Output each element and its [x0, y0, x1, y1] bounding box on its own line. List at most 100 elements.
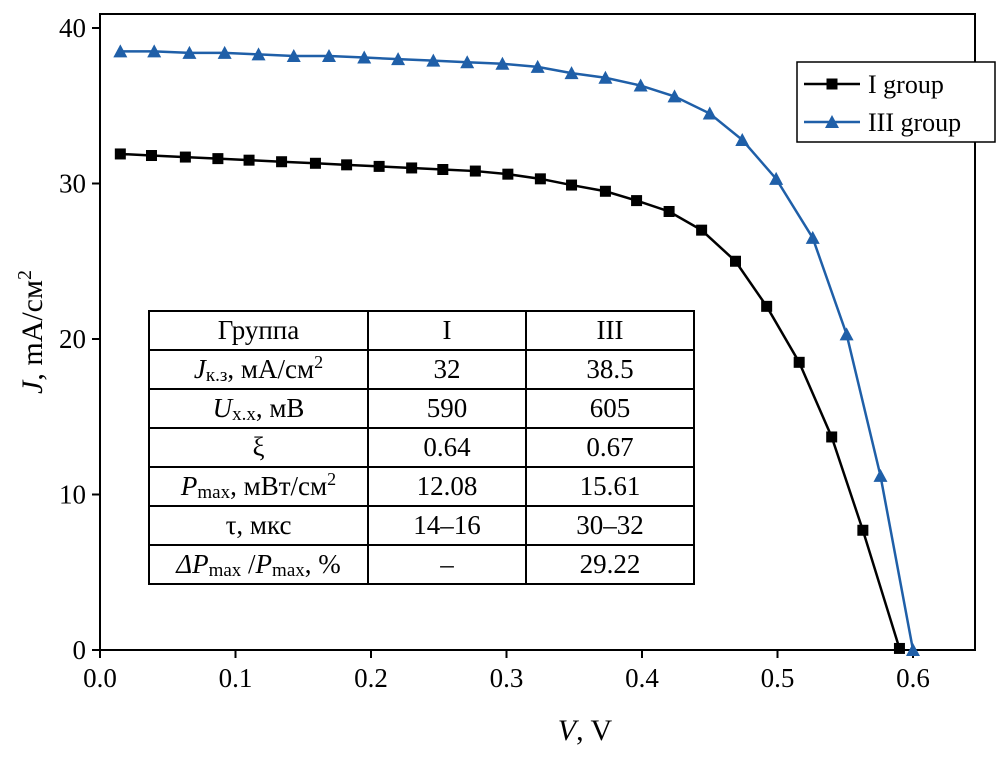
- table-row: Jк.з, мА/см2 32 38.5: [148, 349, 695, 390]
- data-point: [530, 59, 545, 73]
- table-value-I: –: [367, 544, 527, 585]
- param-sym2: P: [255, 549, 273, 579]
- param-sub: х.х: [232, 404, 256, 425]
- data-point: [179, 151, 191, 163]
- table-header-cell: I: [367, 310, 527, 351]
- y-tick-label: 20: [59, 324, 86, 354]
- legend-label: III group: [868, 108, 961, 137]
- param-sub2: max: [272, 560, 305, 581]
- table-param-cell: Pmax, мВт/см2: [148, 466, 369, 507]
- x-tick-label: 0.3: [490, 663, 524, 693]
- data-point: [406, 162, 418, 174]
- data-point: [469, 165, 481, 177]
- x-tick-label: 0.6: [896, 663, 930, 693]
- data-point: [251, 47, 266, 61]
- series-line: [120, 50, 915, 651]
- legend-box: [796, 61, 996, 143]
- table-value-III: 29.22: [525, 544, 695, 585]
- data-point: [598, 70, 613, 84]
- table-value-III: 605: [525, 388, 695, 429]
- table-row: Uх.х, мВ 590 605: [148, 388, 695, 429]
- table-param-cell: ΔPmax /Pmax, %: [148, 544, 369, 585]
- y-axis-label: J, mA/см2: [14, 270, 49, 394]
- data-point: [426, 53, 441, 67]
- data-point: [321, 48, 336, 62]
- data-point: [893, 642, 905, 654]
- x-tick-label: 0.0: [83, 663, 117, 693]
- table-header-cell: Группа: [148, 310, 369, 351]
- param-sup: 2: [327, 469, 337, 489]
- data-point: [805, 230, 820, 244]
- data-point: [391, 52, 406, 66]
- table-value-III: 38.5: [525, 349, 695, 390]
- x-tick-label: 0.1: [219, 663, 253, 693]
- data-point: [373, 160, 385, 172]
- data-point: [702, 106, 717, 120]
- y-tick-label: 30: [59, 169, 86, 199]
- param-rest: ξ: [252, 432, 265, 462]
- param-rest: τ, мкс: [225, 510, 292, 540]
- data-point: [729, 255, 741, 267]
- data-point: [906, 643, 920, 656]
- table-row: τ, мкс 14–16 30–32: [148, 505, 695, 546]
- data-point: [631, 195, 643, 207]
- data-point: [873, 468, 888, 482]
- data-point: [735, 132, 750, 146]
- data-point: [276, 156, 288, 168]
- data-point: [663, 205, 675, 217]
- data-point: [761, 300, 773, 312]
- table-param-cell: τ, мкс: [148, 505, 369, 546]
- data-point: [243, 154, 255, 166]
- y-label-unit: , mA/см: [16, 280, 49, 381]
- plot-frame: [99, 13, 976, 651]
- data-point: [633, 78, 648, 92]
- table-value-I: 590: [367, 388, 527, 429]
- data-point: [357, 50, 372, 64]
- data-point: [437, 164, 449, 176]
- y-label-sup: 2: [14, 270, 36, 280]
- data-point: [696, 224, 708, 236]
- x-tick-label: 0.4: [625, 663, 659, 693]
- x-axis-label: V, V: [558, 714, 613, 747]
- table-row: Pmax, мВт/см2 12.08 15.61: [148, 466, 695, 507]
- data-point: [857, 524, 869, 536]
- param-sym: P: [180, 471, 198, 501]
- data-point: [147, 44, 162, 58]
- data-point: [826, 431, 838, 443]
- table-param-cell: Uх.х, мВ: [148, 388, 369, 429]
- y-label-symbol: J: [16, 379, 49, 394]
- data-point: [309, 157, 321, 169]
- y-tick-label: 10: [59, 480, 86, 510]
- data-point: [534, 173, 546, 185]
- param-rest: /: [241, 549, 256, 579]
- table-value-III: 15.61: [525, 466, 695, 507]
- legend-label: I group: [868, 70, 944, 99]
- data-point: [769, 171, 784, 185]
- table-param-cell: ξ: [148, 427, 369, 468]
- param-rest2: , %: [304, 549, 341, 579]
- param-sym: U: [212, 393, 233, 423]
- param-sub: к.з: [205, 365, 228, 386]
- table-value-I: 12.08: [367, 466, 527, 507]
- param-sub: max: [197, 482, 231, 503]
- data-point: [495, 56, 510, 70]
- table-value-III: 30–32: [525, 505, 695, 546]
- table-value-III: 0.67: [525, 427, 695, 468]
- data-point: [114, 148, 126, 160]
- param-rest: , мВт/см: [230, 471, 328, 501]
- param-sup: 2: [314, 352, 324, 372]
- data-point: [286, 48, 301, 62]
- data-point: [502, 168, 514, 180]
- data-point: [793, 356, 805, 368]
- table-value-I: 32: [367, 349, 527, 390]
- x-tick-label: 0.5: [761, 663, 795, 693]
- param-rest: , мА/см: [227, 354, 315, 384]
- table-row: ΔPmax /Pmax, % –29.22: [148, 544, 695, 585]
- data-point: [113, 44, 128, 58]
- data-point: [566, 179, 578, 191]
- data-point: [564, 66, 579, 80]
- legend-marker: [825, 115, 839, 128]
- param-sub: max: [208, 560, 242, 581]
- x-label-symbol: V: [558, 714, 580, 747]
